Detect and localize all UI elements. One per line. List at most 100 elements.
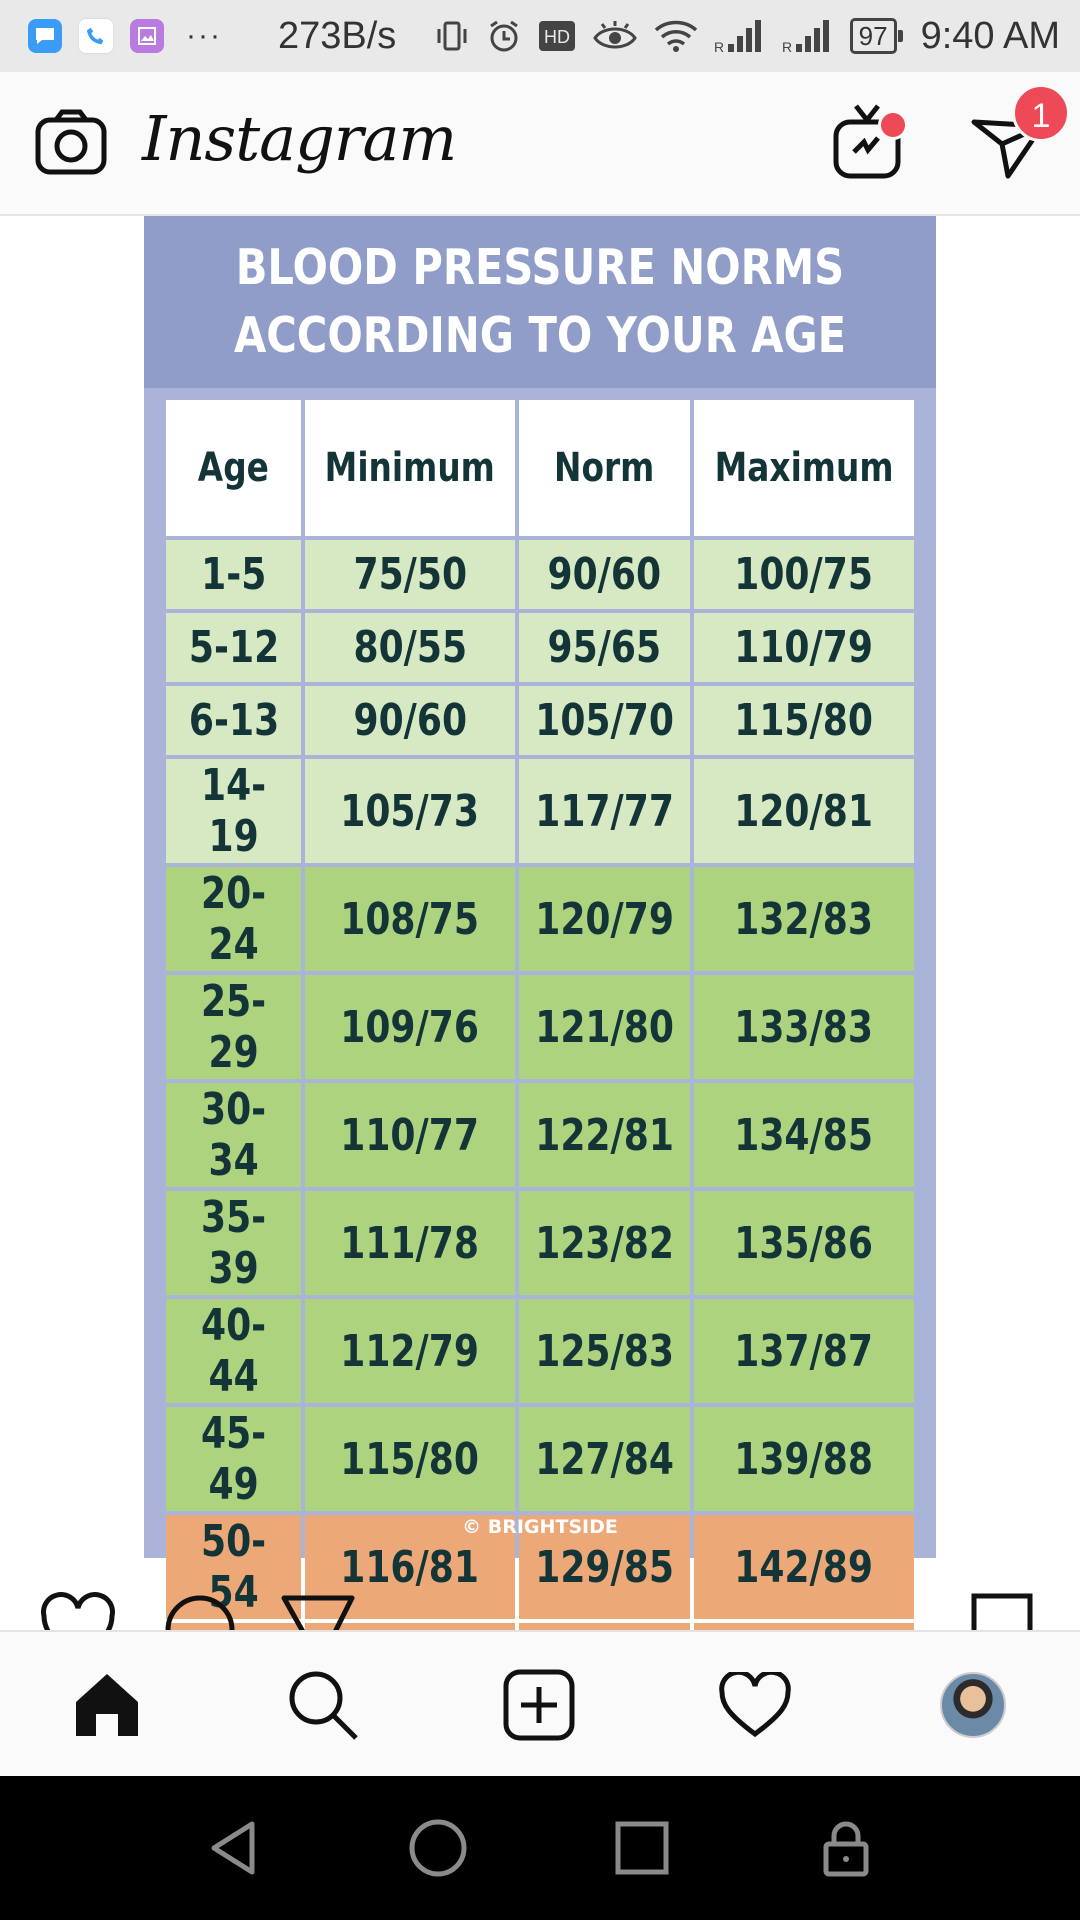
table-cell-norm: 120/79 <box>518 867 690 971</box>
table-row: 25-29 109/76 121/80 133/83 <box>166 975 914 1079</box>
table-cell-norm: 105/70 <box>518 686 690 755</box>
search-icon <box>289 1671 358 1740</box>
igtv-icon <box>833 104 901 179</box>
system-lock-button[interactable] <box>816 1818 876 1878</box>
table-cell-age: 14-19 <box>166 759 302 863</box>
vibrate-icon <box>434 18 470 54</box>
lock-icon <box>823 1821 869 1877</box>
save-button[interactable] <box>970 1592 1034 1632</box>
table-cell-age: 35-39 <box>166 1191 302 1295</box>
table-cell-norm: 127/84 <box>518 1407 690 1511</box>
back-triangle-icon <box>211 1821 255 1875</box>
clock: 9:40 AM <box>920 14 1060 57</box>
hd-icon: HD <box>538 20 576 52</box>
copyright-watermark: © BRIGHTSIDE <box>462 1516 618 1538</box>
recents-square-icon <box>615 1821 669 1875</box>
table-cell-age: 40-44 <box>166 1299 302 1403</box>
wifi-icon <box>654 18 698 54</box>
eye-comfort-icon <box>592 18 638 54</box>
table-row: 5-12 80/55 95/65 110/79 <box>166 613 914 682</box>
table-cell-maximum: 135/86 <box>693 1191 914 1295</box>
column-header-age: Age <box>166 400 302 536</box>
table-row: 6-13 90/60 105/70 115/80 <box>166 686 914 755</box>
nav-new-post[interactable] <box>502 1668 576 1742</box>
status-bar: ··· 273B/s HD R R 97 9:40 AM <box>0 0 1080 72</box>
messages-notification-icon <box>28 19 62 53</box>
nav-home[interactable] <box>70 1668 144 1742</box>
gallery-notification-icon <box>130 19 164 53</box>
table-cell-age: 20-24 <box>166 867 302 971</box>
table-cell-norm: 90/60 <box>518 540 690 609</box>
alarm-icon <box>486 18 522 54</box>
table-row: 14-19 105/73 117/77 120/81 <box>166 759 914 863</box>
nav-activity[interactable] <box>718 1668 792 1742</box>
signal-icon-2: R <box>782 18 834 54</box>
network-speed: 273B/s <box>277 14 397 57</box>
add-post-icon <box>503 1669 575 1741</box>
table-cell-minimum: 90/60 <box>305 686 515 755</box>
bookmark-icon <box>971 1593 1033 1632</box>
heart-icon <box>719 1672 791 1738</box>
system-back-button[interactable] <box>204 1818 264 1878</box>
camera-button[interactable] <box>34 106 108 180</box>
column-header-maximum: Maximum <box>693 400 914 536</box>
app-header: Instagram 1 <box>0 72 1080 216</box>
infographic-title: BLOOD PRESSURE NORMS ACCORDING TO YOUR A… <box>144 216 936 388</box>
igtv-new-indicator <box>878 110 908 140</box>
profile-avatar <box>940 1672 1006 1738</box>
blood-pressure-table: Age Minimum Norm Maximum 1-5 75/50 90/60 10… <box>162 396 918 1839</box>
more-notifications-indicator: ··· <box>186 19 222 52</box>
table-cell-maximum: 132/83 <box>693 867 914 971</box>
table-cell-age: 1-5 <box>166 540 302 609</box>
table-cell-minimum: 111/78 <box>305 1191 515 1295</box>
table-cell-minimum: 116/81 <box>305 1515 515 1619</box>
share-icon <box>281 1595 355 1632</box>
table-header-row: Age Minimum Norm Maximum <box>166 400 914 536</box>
svg-text:R: R <box>782 39 792 54</box>
post-action-row <box>0 1580 1080 1632</box>
table-cell-age: 30-34 <box>166 1083 302 1187</box>
bottom-navigation <box>0 1630 1080 1776</box>
dm-notification-badge: 1 <box>1012 84 1070 142</box>
system-navigation-bar <box>0 1776 1080 1920</box>
table-cell-maximum: 139/88 <box>693 1407 914 1511</box>
igtv-button[interactable] <box>828 100 912 184</box>
table-cell-minimum: 75/50 <box>305 540 515 609</box>
instagram-logo: Instagram <box>142 102 457 175</box>
table-row: 45-49 115/80 127/84 139/88 <box>166 1407 914 1511</box>
table-cell-minimum: 115/80 <box>305 1407 515 1511</box>
table-row: 35-39 111/78 123/82 135/86 <box>166 1191 914 1295</box>
table-cell-maximum: 115/80 <box>693 686 914 755</box>
heart-icon <box>41 1592 115 1632</box>
table-cell-norm: 121/80 <box>518 975 690 1079</box>
table-cell-maximum: 120/81 <box>693 759 914 863</box>
home-circle-icon <box>409 1819 467 1877</box>
table-cell-age: 45-49 <box>166 1407 302 1511</box>
table-cell-norm: 117/77 <box>518 759 690 863</box>
table-cell-age: 6-13 <box>166 686 302 755</box>
camera-icon <box>35 109 107 175</box>
comment-icon <box>165 1595 235 1632</box>
column-header-minimum: Minimum <box>305 400 515 536</box>
system-home-button[interactable] <box>408 1818 468 1878</box>
table-cell-norm: 123/82 <box>518 1191 690 1295</box>
battery-indicator: 97 <box>849 18 903 54</box>
svg-text:HD: HD <box>544 27 570 47</box>
nav-profile[interactable] <box>936 1668 1010 1742</box>
table-cell-minimum: 108/75 <box>305 867 515 971</box>
table-cell-maximum: 110/79 <box>693 613 914 682</box>
share-button[interactable] <box>280 1592 356 1632</box>
table-cell-maximum: 100/75 <box>693 540 914 609</box>
table-cell-minimum: 80/55 <box>305 613 515 682</box>
table-row: 1-5 75/50 90/60 100/75 <box>166 540 914 609</box>
infographic-title-line-1: BLOOD PRESSURE NORMS <box>235 239 845 296</box>
table-cell-maximum: 142/89 <box>693 1515 914 1619</box>
nav-search[interactable] <box>286 1668 360 1742</box>
table-cell-age: 5-12 <box>166 613 302 682</box>
comment-button[interactable] <box>162 1592 238 1632</box>
table-cell-norm: 122/81 <box>518 1083 690 1187</box>
table-cell-minimum: 105/73 <box>305 759 515 863</box>
post-image[interactable]: BLOOD PRESSURE NORMS ACCORDING TO YOUR A… <box>144 216 936 1835</box>
like-button[interactable] <box>40 1592 116 1632</box>
system-recents-button[interactable] <box>612 1818 672 1878</box>
